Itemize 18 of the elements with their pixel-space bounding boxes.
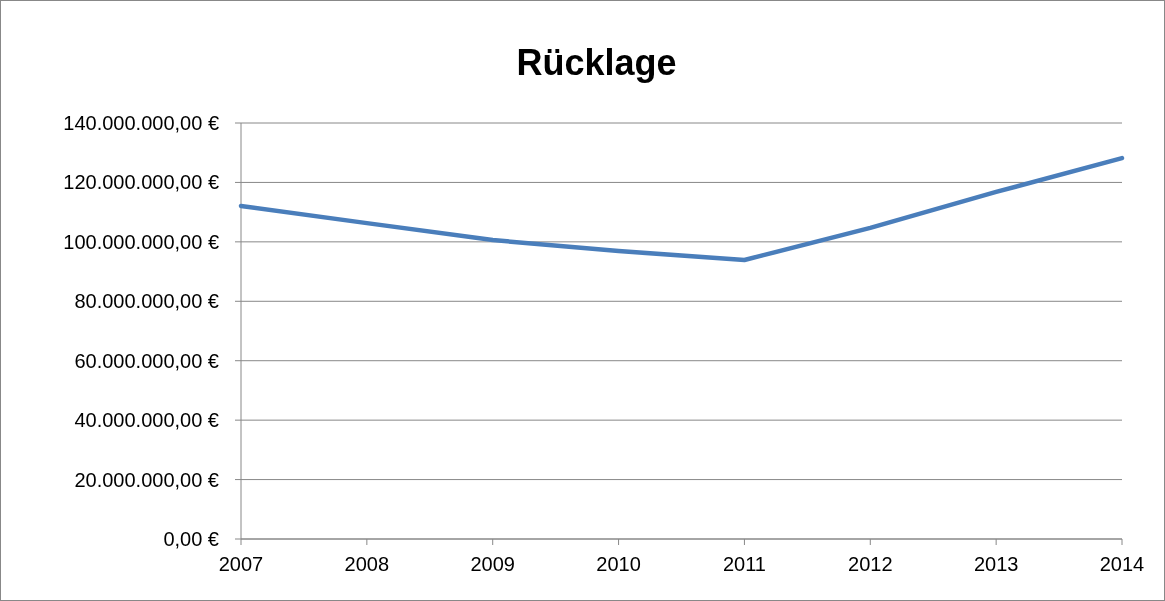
x-tick-label: 2012 [848, 553, 893, 575]
x-tick-label: 2013 [973, 553, 1019, 575]
y-tick-label: 60.000.000,00 € [74, 349, 219, 372]
y-tick-label: 100.000.000,00 € [63, 230, 219, 253]
x-tick-label: 2009 [470, 553, 515, 575]
x-tick-label: 2007 [218, 553, 264, 575]
y-tick-label: 20.000.000,00 € [74, 468, 219, 491]
x-tick-label: 2008 [344, 553, 390, 575]
y-tick-label: 140.000.000,00 € [63, 112, 219, 134]
y-tick-label: 80.000.000,00 € [74, 290, 219, 313]
y-tick-label: 120.000.000,00 € [63, 171, 219, 194]
chart-title: Rücklage [516, 42, 677, 83]
y-tick-label: 40.000.000,00 € [74, 409, 219, 432]
line-series [238, 155, 1125, 263]
y-tick-label: 0,00 € [163, 528, 219, 550]
x-tick-label: 2011 [722, 553, 766, 575]
x-tick-label: 2010 [596, 553, 641, 575]
x-tick-label: 2014 [1099, 553, 1145, 575]
